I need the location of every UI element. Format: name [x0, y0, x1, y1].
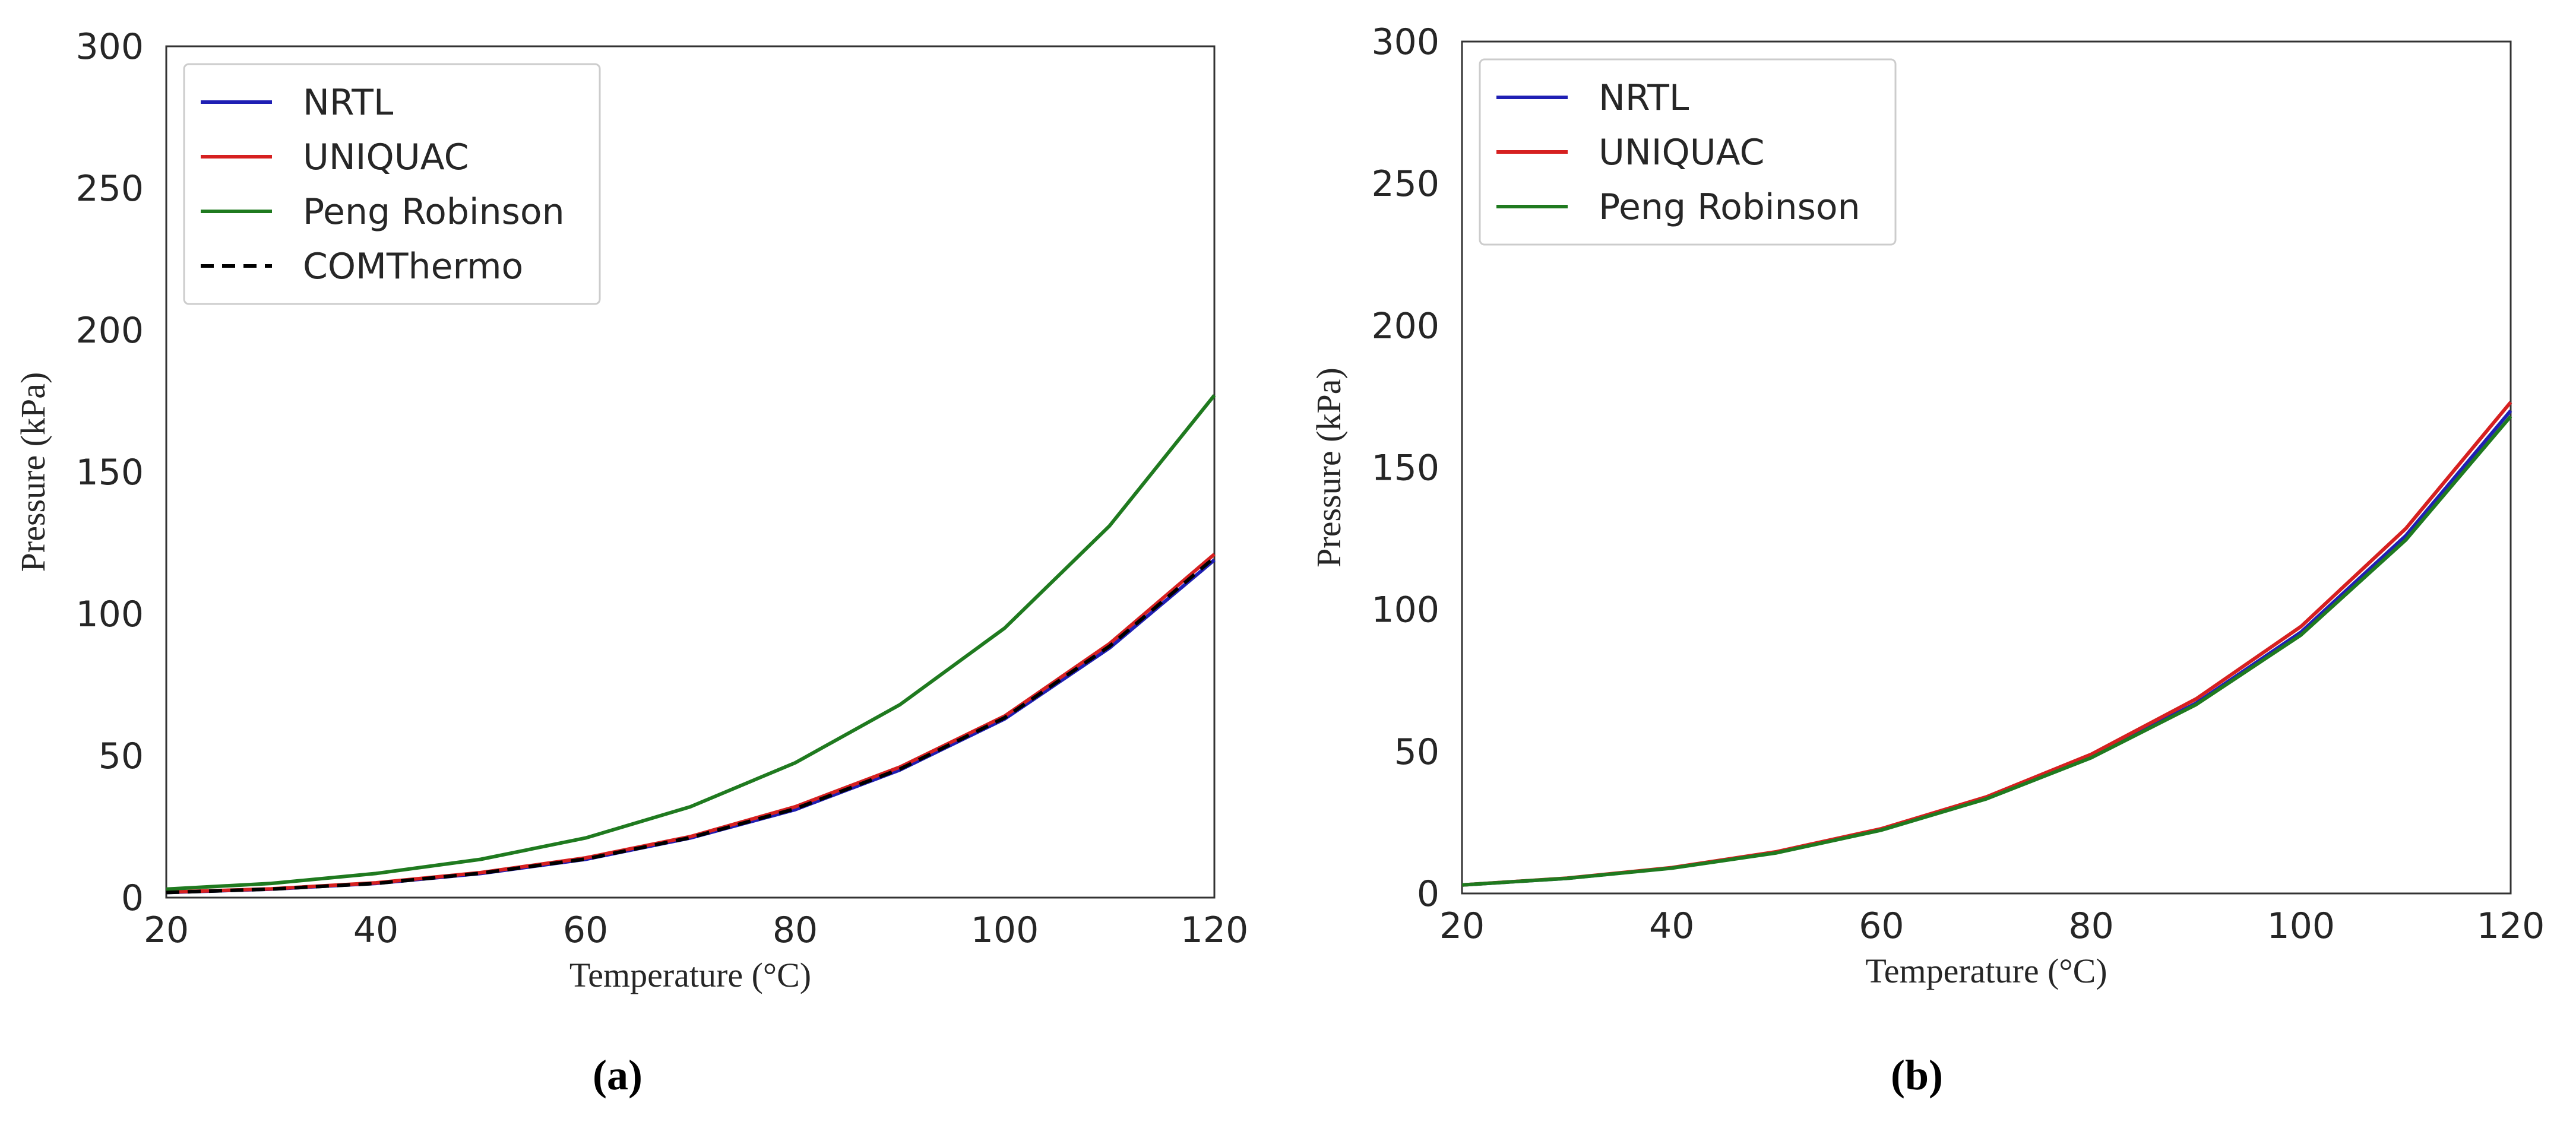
- chart-b-y-tick-label: 50: [1394, 731, 1439, 773]
- chart-a-y-tick-label: 0: [121, 877, 144, 919]
- chart-a-series-line-comthermo: [166, 556, 1216, 895]
- chart-a-legend-label: COMThermo: [303, 246, 523, 287]
- chart-b-y-tick-label: 100: [1371, 589, 1439, 631]
- chart-b-y-tick-label: 150: [1371, 448, 1439, 489]
- chart-a-x-axis-label: Temperature (°C): [569, 956, 811, 994]
- chart-a-legend-box: [183, 63, 601, 305]
- chart-a-x-tick-label: 120: [1181, 909, 1249, 951]
- chart-a-y-tick-label: 200: [75, 310, 144, 351]
- chart-a-legend-label: UNIQUAC: [303, 137, 469, 178]
- chart-a-x-tick-label: 60: [563, 909, 608, 951]
- chart-b-y-tick-label: 250: [1371, 163, 1439, 205]
- chart-b-series-line-peng-robinson: [1461, 415, 2512, 887]
- chart-a-legend-label: Peng Robinson: [303, 191, 565, 233]
- chart-b-x-tick-label: 60: [1859, 905, 1904, 947]
- chart-b-y-tick-label: 0: [1417, 873, 1439, 915]
- chart-b-legend-label: NRTL: [1599, 77, 1689, 119]
- chart-b-x-tick-label: 20: [1439, 905, 1485, 947]
- chart-b-legend-box: [1479, 58, 1897, 246]
- chart-a-y-tick-label: 50: [99, 736, 144, 777]
- chart-b-x-tick-label: 80: [2068, 905, 2113, 947]
- chart-panel-a: 20 40 60 80 100 120 0 50 100 150 200 250 300 Temperat…: [14, 26, 1248, 994]
- chart-a-legend-label: NRTL: [303, 82, 394, 123]
- chart-a-y-tick-label: 100: [75, 594, 144, 635]
- chart-a-x-tick-label: 100: [971, 909, 1039, 951]
- chart-b-x-axis-label: Temperature (°C): [1865, 952, 2107, 990]
- chart-b-x-tick-label: 120: [2477, 905, 2545, 947]
- chart-a-y-tick-label: 250: [75, 168, 144, 210]
- chart-a-x-tick-label: 20: [144, 909, 189, 951]
- caption-b: (b): [1891, 1051, 1943, 1099]
- chart-a-y-tick-label: 300: [75, 26, 144, 68]
- caption-a: (a): [593, 1051, 643, 1099]
- chart-b-y-axis-label: Pressure (kPa): [1309, 367, 1348, 568]
- chart-b-y-tick-label: 300: [1371, 21, 1439, 63]
- chart-a-x-tick-label: 80: [773, 909, 818, 951]
- chart-a-series-line-peng-robinson: [166, 394, 1216, 891]
- chart-b-legend-label: UNIQUAC: [1599, 132, 1765, 173]
- chart-a-x-tick-label: 40: [353, 909, 398, 951]
- chart-b-legend-label: Peng Robinson: [1599, 186, 1860, 228]
- chart-panel-b: 20 40 60 80 100 120 0 50 100 150 200 250 300 Temperat…: [1309, 21, 2545, 990]
- chart-b-x-tick-label: 40: [1649, 905, 1694, 947]
- chart-a-y-tick-label: 150: [75, 452, 144, 493]
- chart-b-y-tick-label: 200: [1371, 305, 1439, 347]
- chart-a-y-axis-label: Pressure (kPa): [14, 372, 52, 572]
- chart-b-x-tick-label: 100: [2267, 905, 2336, 947]
